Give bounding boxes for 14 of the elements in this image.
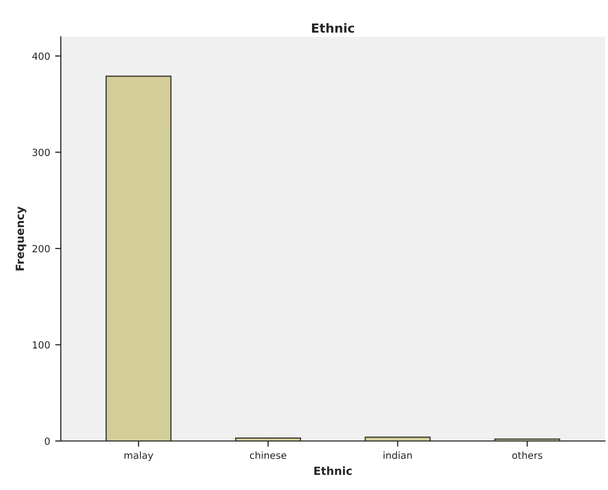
y-tick-label: 200 bbox=[32, 244, 50, 252]
chart-title: Ethnic bbox=[312, 23, 354, 33]
y-tick-label: 300 bbox=[32, 148, 50, 156]
x-tick-label: malay bbox=[124, 451, 154, 461]
y-tick-label: 100 bbox=[32, 341, 50, 349]
bar bbox=[106, 76, 172, 441]
bar bbox=[364, 436, 431, 441]
y-axis-title: Frequency bbox=[16, 206, 26, 270]
x-tick-label: others bbox=[512, 451, 542, 459]
x-tick-label: chinese bbox=[250, 451, 286, 459]
y-tick-label: 400 bbox=[32, 52, 50, 60]
x-axis-title: Ethnic bbox=[314, 466, 352, 475]
x-tick-label: indian bbox=[384, 451, 412, 459]
y-tick-label: 0 bbox=[44, 437, 50, 445]
